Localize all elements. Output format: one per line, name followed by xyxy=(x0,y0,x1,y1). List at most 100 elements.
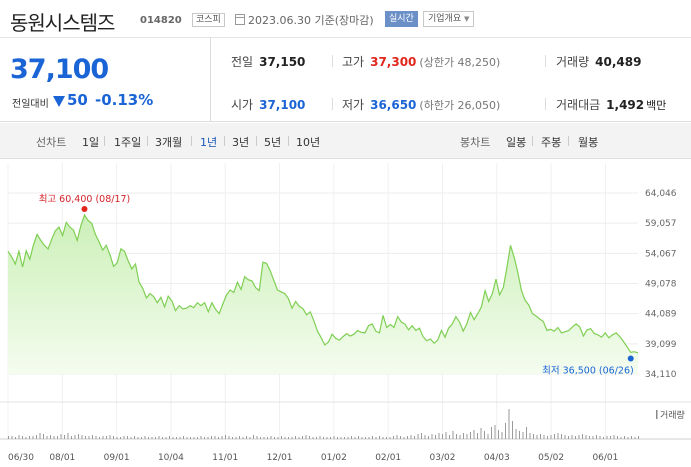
volume-bar xyxy=(466,434,468,439)
volume-bar xyxy=(606,436,608,439)
stock-header: 동원시스템즈 014820 코스피 2023.06.30 기준(장마감) 실시간… xyxy=(0,0,691,38)
volume-bar xyxy=(592,436,594,439)
volume-bar xyxy=(22,436,23,439)
volume-bar xyxy=(18,435,20,439)
x-tick-label: 03/02 xyxy=(430,453,456,463)
volume-bar xyxy=(505,423,506,439)
volume-bar xyxy=(267,437,268,439)
x-tick-label: 08/01 xyxy=(49,453,75,463)
volume-bar xyxy=(74,435,76,439)
volume-bar xyxy=(358,436,359,439)
period-1y[interactable]: 1년 xyxy=(200,136,218,149)
volume-bar xyxy=(477,433,478,439)
volume-bar xyxy=(330,437,331,439)
volume-bar xyxy=(92,435,93,439)
volume-bar xyxy=(337,437,338,439)
high-marker xyxy=(81,206,88,213)
volume-bar xyxy=(172,437,174,439)
volume-bar xyxy=(354,437,356,439)
volume-bar xyxy=(232,437,233,439)
volume-bar xyxy=(627,437,629,439)
prev-close-cell: 전일 37,150 xyxy=(231,53,305,70)
volume-bar xyxy=(522,432,524,439)
volume-bar xyxy=(120,437,121,439)
volume-bar xyxy=(421,433,422,439)
period-selector: 선차트 1일 1주일 3개월 1년 3년 5년 10년 봉차트 일봉 주봉 월봉 xyxy=(0,123,691,159)
period-1d[interactable]: 1일 xyxy=(82,136,100,149)
price-summary: 37,100 전일대비 50 -0.13% 전일 37,150 고가 37,300(… xyxy=(0,38,691,122)
volume-bar xyxy=(557,433,559,439)
volume-bar xyxy=(225,435,226,439)
volume-bar xyxy=(193,437,195,439)
company-overview-button[interactable]: 기업개요 ▼ xyxy=(423,11,475,27)
y-tick-label: 49,078 xyxy=(645,280,677,290)
volume-bar xyxy=(508,409,510,439)
divider xyxy=(332,98,333,110)
price-chart[interactable]: 64,046 59,057 54,067 49,078 44,089 39,099 34,1… xyxy=(0,160,691,467)
volume-bar xyxy=(386,437,387,439)
volume-bar xyxy=(102,436,104,439)
volume-bar xyxy=(106,436,107,439)
volume-bar xyxy=(134,436,135,439)
volume-bar xyxy=(361,437,363,439)
high-annotation: 최고 60,400 (08/17) xyxy=(39,194,131,205)
period-1w[interactable]: 1주일 xyxy=(114,136,142,149)
volume-label: 거래량 xyxy=(660,409,685,421)
volume-bar xyxy=(158,436,160,439)
period-10y[interactable]: 10년 xyxy=(296,136,321,149)
volume-bar xyxy=(144,436,146,439)
volume-bar xyxy=(613,435,615,439)
x-tick-label: 02/01 xyxy=(375,453,401,463)
volume-bar xyxy=(438,433,440,439)
volume-bar xyxy=(407,436,408,439)
period-3m[interactable]: 3개월 xyxy=(155,136,183,149)
volume-bar xyxy=(113,436,114,439)
volume-bar xyxy=(256,436,258,439)
volume-bar xyxy=(305,435,307,439)
volume-bar xyxy=(585,435,587,439)
volume-bar xyxy=(151,437,153,439)
divider xyxy=(545,98,546,110)
price-chart-svg: 64,046 59,057 54,067 49,078 44,089 39,099 34,1… xyxy=(0,163,691,463)
x-tick-label: 11/01 xyxy=(212,453,238,463)
volume-bar xyxy=(214,436,216,439)
volume-bar xyxy=(571,435,573,439)
volume-bar xyxy=(127,436,128,439)
price-area-fill xyxy=(8,215,638,374)
volume-bar xyxy=(246,436,247,439)
volume-bar xyxy=(274,437,275,439)
volume-bar xyxy=(620,437,622,439)
period-3y[interactable]: 3년 xyxy=(232,136,250,149)
y-tick-label: 59,057 xyxy=(645,219,677,229)
volume-bar xyxy=(99,437,100,439)
volume-bar xyxy=(50,435,51,439)
x-tick-label: 06/01 xyxy=(592,453,618,463)
volume-bar xyxy=(333,436,335,439)
volume-bar xyxy=(414,436,415,439)
volume-bar xyxy=(298,437,300,439)
period-5y[interactable]: 5년 xyxy=(264,136,282,149)
volume-bar xyxy=(15,437,16,439)
candle-daily[interactable]: 일봉 xyxy=(506,136,527,149)
realtime-button[interactable]: 실시간 xyxy=(385,11,418,27)
x-tick-label: 04/03 xyxy=(484,453,510,463)
stock-name: 동원시스템즈 xyxy=(10,11,115,35)
volume-bar xyxy=(165,437,167,439)
candle-monthly[interactable]: 월봉 xyxy=(578,136,599,149)
volume-bar xyxy=(36,435,37,439)
y-tick-label: 54,067 xyxy=(645,249,677,259)
volume-bar xyxy=(487,434,489,439)
open-cell: 시가 37,100 xyxy=(231,96,305,113)
volume-bar xyxy=(155,437,156,439)
volume-bar xyxy=(281,436,282,439)
x-tick-label: 12/01 xyxy=(267,453,293,463)
candle-weekly[interactable]: 주봉 xyxy=(541,136,562,149)
volume-bar xyxy=(207,437,209,439)
volume-bar xyxy=(491,427,492,439)
volume-bar xyxy=(368,437,370,439)
volume-bar xyxy=(176,437,177,439)
volume-bar xyxy=(95,436,97,439)
volume-bar xyxy=(442,434,443,439)
volume-bar xyxy=(130,437,132,439)
volume-bar xyxy=(449,435,450,439)
